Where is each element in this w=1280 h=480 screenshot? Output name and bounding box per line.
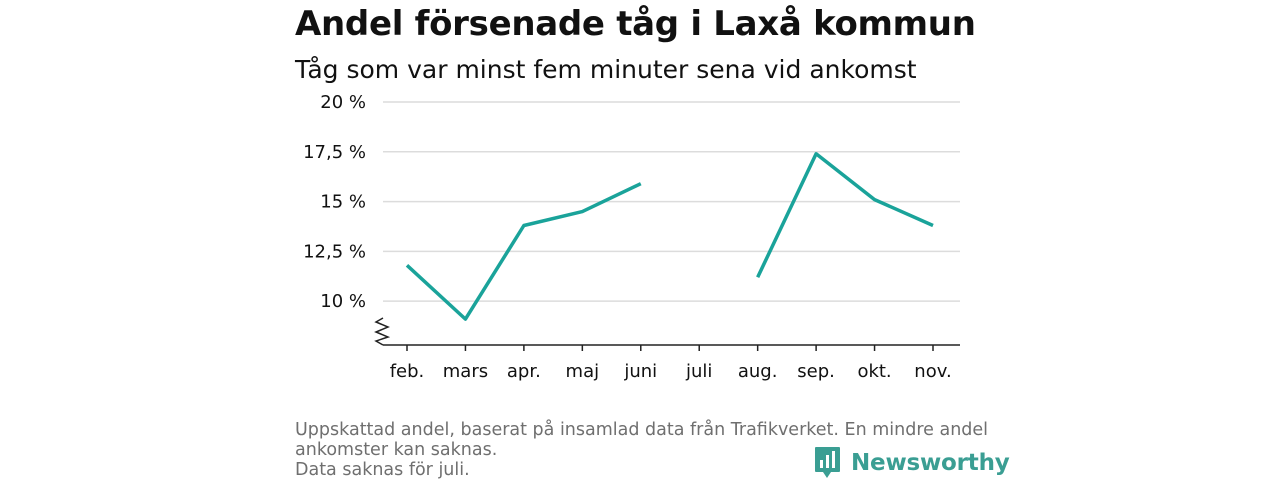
series-line — [405, 182, 642, 321]
y-axis-ticks: 10 % 12,5 % 15 % 17,5 % 20 % — [303, 92, 366, 312]
y-tick-label: 10 % — [320, 291, 366, 312]
x-tick-label: feb. — [390, 361, 425, 382]
axis-break-icon — [374, 317, 391, 346]
chart-title: Andel försenade tåg i Laxå kommun — [295, 4, 976, 44]
grid-lines — [383, 101, 960, 302]
x-tick-label: juli — [685, 361, 712, 382]
x-tick-label: apr. — [507, 361, 541, 382]
x-tick-label: sep. — [797, 361, 835, 382]
footnote-line: ankomster kan saknas. — [295, 440, 498, 460]
x-tick-label: maj — [566, 361, 600, 382]
x-axis-ticks: feb. mars apr. maj juni juli aug. sep. okt. nov. — [390, 345, 952, 382]
y-tick-label: 15 % — [320, 192, 366, 213]
footnote: Uppskattad andel, baserat på insamlad da… — [295, 420, 995, 480]
x-tick-label: mars — [443, 361, 488, 382]
line-chart: 10 % 12,5 % 15 % 17,5 % 20 % feb. mars apr. maj… — [303, 92, 960, 382]
x-tick-label: nov. — [914, 361, 951, 382]
x-tick-label: okt. — [857, 361, 891, 382]
footnote-line: Uppskattad andel, baserat på insamlad da… — [295, 420, 989, 440]
y-tick-label: 20 % — [320, 92, 366, 113]
brand-logo: Newsworthy — [814, 446, 1010, 480]
brand-name: Newsworthy — [851, 450, 1010, 476]
chart-subtitle: Tåg som var minst fem minuter sena vid a… — [295, 55, 917, 84]
x-tick-label: aug. — [738, 361, 778, 382]
footnote-line: Data saknas för juli. — [295, 460, 470, 480]
y-tick-label: 17,5 % — [303, 142, 366, 163]
series-line — [756, 152, 934, 279]
series-lines — [405, 152, 934, 321]
x-axis — [374, 317, 960, 346]
newsworthy-logo-icon — [815, 447, 840, 478]
y-tick-label: 12,5 % — [303, 241, 366, 262]
x-tick-label: juni — [623, 361, 657, 382]
